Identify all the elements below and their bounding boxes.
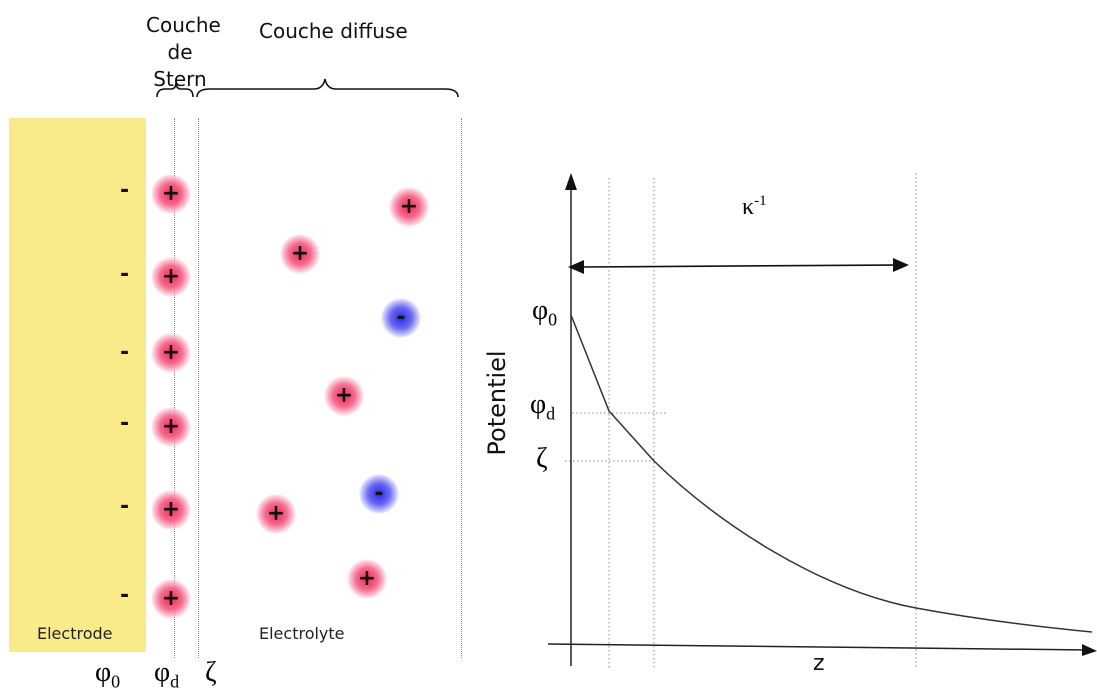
potential-curve	[570, 314, 1093, 633]
x-axis-arrowhead	[1082, 644, 1097, 656]
electrode-charge: -	[120, 340, 130, 365]
graph-phid-symbol: φ	[530, 389, 547, 420]
electrode-charge: -	[120, 262, 130, 287]
phi0-subscript: 0	[111, 671, 121, 692]
diffuse-ion: +	[256, 494, 296, 534]
stern-layer-label-line1: Couche	[146, 13, 221, 37]
diffuse-ion: +	[347, 559, 387, 599]
stern-ion: +	[151, 333, 191, 373]
kappa-superscript: -1	[754, 193, 767, 209]
diffuse-ion: +	[389, 187, 429, 227]
stern-ion: +	[151, 490, 191, 530]
y-axis-arrowhead	[565, 173, 577, 190]
electrolyte-label: Electrolyte	[259, 624, 345, 643]
electrode-charge: -	[120, 583, 130, 608]
graph-phid-label: φd	[530, 389, 555, 425]
stern-layer-label-line2: de Stern	[153, 40, 207, 91]
graph-phi0-label: φ0	[532, 295, 557, 331]
shear-plane-line	[198, 118, 199, 658]
y-axis-label: Potentiel	[483, 350, 511, 456]
graph-zeta-label: ζ	[536, 443, 548, 474]
stern-ion: +	[151, 407, 191, 447]
debye-arrowhead-left	[568, 260, 584, 274]
diffuse-ion: -	[381, 298, 421, 338]
zeta-bottom-label: ζ	[205, 657, 217, 688]
electrode-label: Electrode	[37, 624, 113, 643]
graph-phi0-subscript: 0	[548, 309, 558, 330]
diffuse-brace	[196, 78, 459, 98]
debye-arrowhead-right	[893, 258, 909, 272]
phid-subscript: d	[170, 671, 180, 692]
phid-bottom-label: φd	[154, 657, 179, 693]
stern-ion: +	[151, 174, 191, 214]
debye-length-arrow	[579, 264, 898, 268]
kappa-symbol: κ	[742, 194, 755, 220]
stern-layer-label: Couche de Stern	[146, 12, 221, 93]
diffuse-layer-label: Couche diffuse	[259, 19, 408, 43]
electrode	[9, 118, 146, 652]
graph-phid-subscript: d	[546, 403, 556, 424]
diffuse-ion: +	[324, 376, 364, 416]
debye-length-label: κ-1	[742, 193, 767, 221]
graph-phi0-symbol: φ	[532, 295, 549, 326]
phi0-bottom-label: φ0	[95, 657, 120, 693]
x-axis	[547, 643, 1091, 651]
diffuse-ion: -	[359, 474, 399, 514]
diffuse-ion: +	[280, 234, 320, 274]
stern-ion: +	[151, 257, 191, 297]
stern-ion: +	[151, 579, 191, 619]
diffuse-layer-end-line	[461, 118, 462, 658]
electrode-charge: -	[120, 178, 130, 203]
stern-plane-line	[174, 118, 175, 658]
x-axis-label: z	[813, 651, 825, 676]
electrode-charge: -	[120, 411, 130, 436]
phi0-symbol: φ	[95, 657, 112, 688]
stern-brace	[156, 81, 194, 98]
electrode-charge: -	[120, 494, 130, 519]
phid-symbol: φ	[154, 657, 171, 688]
